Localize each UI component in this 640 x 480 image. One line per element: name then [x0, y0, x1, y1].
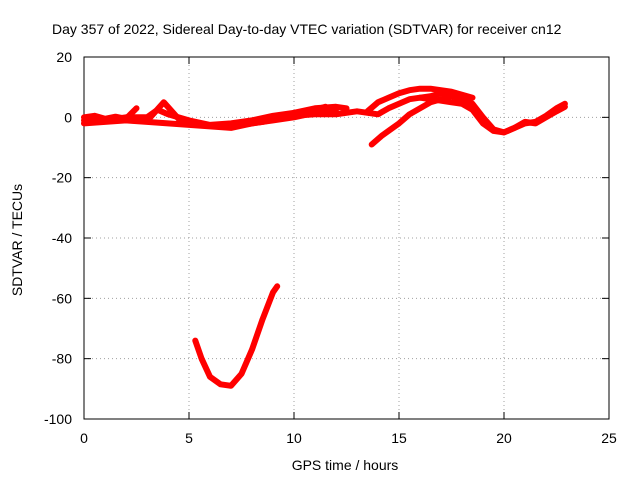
x-tick-label: 5 [185, 430, 193, 446]
chart-title: Day 357 of 2022, Sidereal Day-to-day VTE… [52, 21, 562, 37]
axis-ticks: 0 5 10 15 20 25 -100 -80 -60 -40 -20 0 20 [44, 49, 617, 446]
series-line-sat-h [417, 94, 568, 136]
y-tick-label: -100 [44, 411, 72, 427]
x-tick-label: 15 [391, 430, 407, 446]
x-axis-label: GPS time / hours [292, 457, 399, 473]
series-line-sat-f [364, 85, 476, 115]
series-line-sat-i [192, 283, 281, 389]
y-tick-label: -40 [52, 230, 72, 246]
y-tick-label: -20 [52, 170, 72, 186]
y-tick-label: -80 [52, 351, 72, 367]
y-axis-label: SDTVAR / TECUs [9, 184, 25, 296]
x-tick-label: 20 [496, 430, 512, 446]
x-tick-label: 10 [286, 430, 302, 446]
y-tick-label: 20 [56, 49, 72, 65]
data-series [81, 85, 568, 389]
x-tick-label: 25 [601, 430, 617, 446]
y-tick-label: 0 [64, 109, 72, 125]
y-tick-label: -60 [52, 290, 72, 306]
x-tick-label: 0 [80, 430, 88, 446]
